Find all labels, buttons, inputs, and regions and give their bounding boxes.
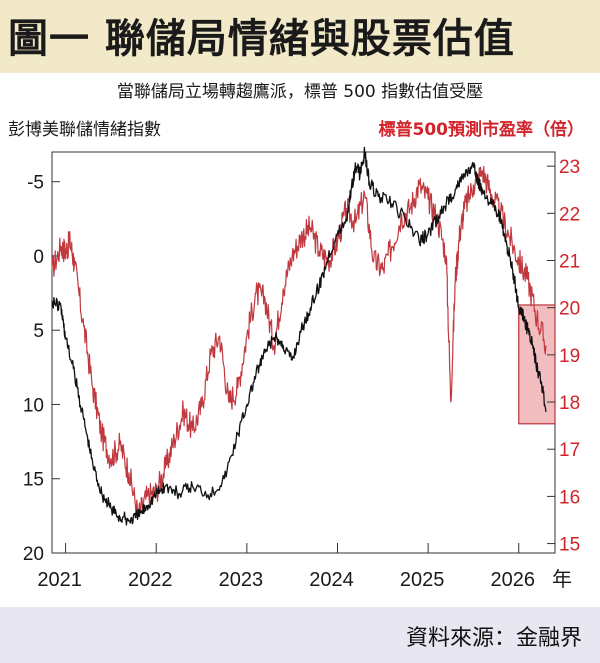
right-axis-tick-label: 21 <box>559 252 580 273</box>
right-axis-tick-label: 23 <box>559 157 580 178</box>
source-footer: 資料來源：金融界 <box>0 607 600 663</box>
left-axis-tick-label: 20 <box>23 544 44 565</box>
right-axis-tick-label: 16 <box>559 487 580 508</box>
x-axis-tick-label: 2022 <box>128 569 173 591</box>
x-axis-tick-label: 2023 <box>219 569 264 591</box>
source-label: 資料來源：金融界 <box>405 626 582 651</box>
right-axis-tick-label: 17 <box>559 440 580 461</box>
plot-frame <box>51 151 556 554</box>
chart-title: 圖一 聯儲局情緒與股票估值 <box>8 16 515 62</box>
left-axis-tick-label: 15 <box>23 470 44 491</box>
series-line-fed-sentiment <box>51 146 547 526</box>
right-axis-title: 標普500預測市盈率（倍） <box>378 120 585 140</box>
right-axis-tick-label: 20 <box>559 299 580 320</box>
right-axis-tick-label: 22 <box>559 204 580 225</box>
right-axis-tick-label: 18 <box>559 393 580 414</box>
right-axis-tick-label: 15 <box>559 535 580 556</box>
left-axis-tick-label: 0 <box>33 247 44 268</box>
x-axis-unit-label: 年 <box>552 567 572 591</box>
x-axis-tick-label: 2025 <box>400 569 445 591</box>
x-axis-tick-label: 2024 <box>309 569 354 591</box>
left-axis-tick-label: 10 <box>23 395 44 416</box>
series-line-pe-ratio <box>51 166 547 519</box>
x-axis-tick-label: 2026 <box>490 569 535 591</box>
left-axis-tick-label: 5 <box>33 321 44 342</box>
left-axis-tick-label: -5 <box>27 173 44 194</box>
left-axis-title: 彭博美聯儲情緒指數 <box>8 120 161 140</box>
title-banner <box>0 0 600 73</box>
chart-subtitle: 當聯儲局立場轉趨鷹派，標普 500 指數估值受壓 <box>116 82 484 102</box>
x-axis-tick-label: 2021 <box>37 569 82 591</box>
right-axis-tick-label: 19 <box>559 346 580 367</box>
